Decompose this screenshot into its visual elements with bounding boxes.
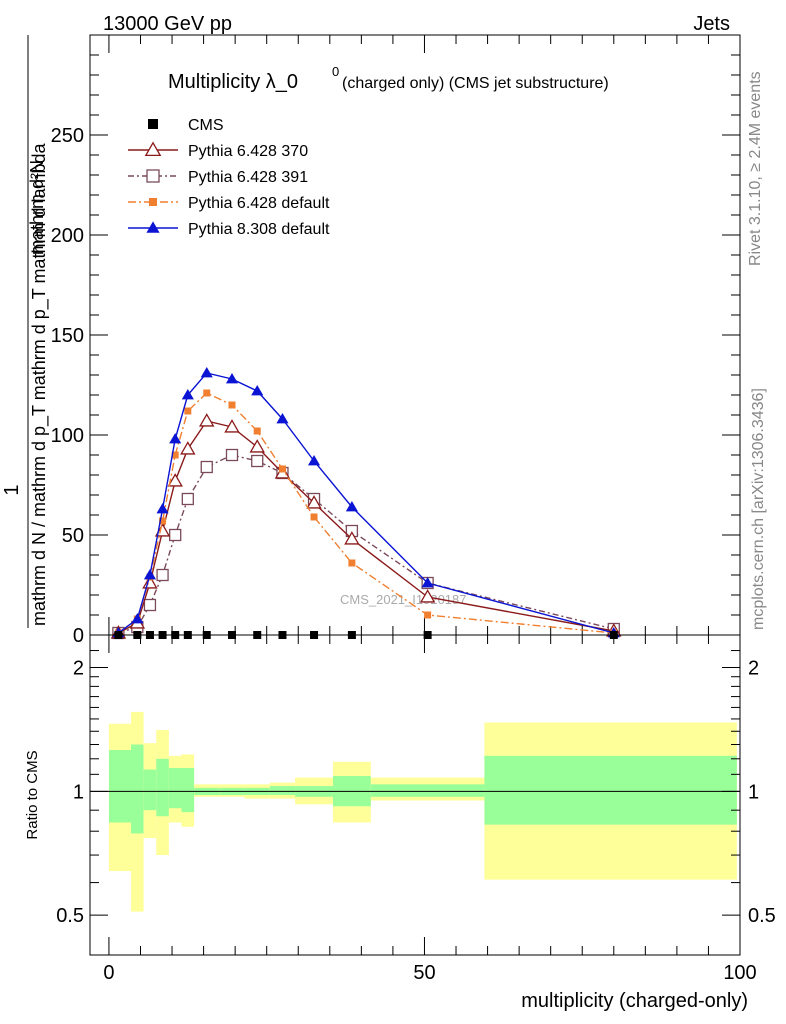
data-point-3	[171, 451, 179, 459]
header-left: 13000 GeV pp	[103, 13, 232, 35]
data-point-3	[278, 465, 286, 473]
data-point-1	[224, 419, 240, 433]
title-small: (charged only) (CMS jet substructure)	[342, 75, 609, 92]
watermark: CMS_2021_I1920187	[340, 592, 467, 607]
data-point-4	[143, 568, 157, 580]
data-point-1	[249, 439, 265, 453]
ratio-stat-band-9	[269, 786, 296, 795]
ratio-ylabel: Ratio to CMS	[24, 750, 41, 839]
ratio-stat-band-12	[370, 784, 485, 797]
ratio-ytick-label-right: 0.5	[748, 905, 776, 927]
data-point-3	[253, 427, 261, 435]
mcplots-label: mcplots.cern.ch [arXiv:1306.3436]	[750, 388, 767, 630]
title-main: Multiplicity λ_0	[168, 71, 298, 93]
data-point-3	[424, 611, 432, 619]
data-point-4	[276, 412, 289, 424]
ratio-bands	[90, 711, 740, 912]
legend-marker-0	[148, 119, 158, 129]
series-line-4	[117, 372, 614, 634]
ratio-xtick-label: 0	[103, 962, 114, 984]
legend-label-2: Pythia 6.428 391	[188, 169, 308, 186]
data-point-2	[143, 598, 157, 612]
data-point-3	[203, 389, 211, 397]
data-point-2	[200, 460, 213, 474]
ratio-stat-band-0	[108, 750, 132, 823]
legend-label-4: Pythia 8.308 default	[188, 221, 330, 238]
header-right: Jets	[693, 13, 730, 35]
ratio-stat-band-3	[156, 758, 169, 817]
data-point-1	[419, 589, 436, 603]
data-point-4	[345, 500, 358, 512]
legend-marker-1	[144, 141, 162, 157]
data-point-3	[228, 401, 236, 409]
series-2	[112, 448, 620, 640]
data-point-2	[156, 568, 169, 582]
data-point-4	[225, 372, 239, 384]
data-point-1	[180, 441, 196, 455]
data-point-2	[251, 454, 264, 468]
data-point-1	[167, 473, 183, 487]
main-ytick-label: 250	[51, 125, 84, 147]
ratio-ytick-label-right: 2	[748, 658, 759, 680]
data-point-3	[310, 513, 318, 521]
data-point-4	[131, 612, 144, 624]
data-point-4	[251, 384, 264, 396]
main-series	[110, 366, 622, 640]
chart-title: Multiplicity λ_0 0 (charged only) (CMS j…	[168, 64, 609, 93]
main-ytick-label: 0	[73, 625, 84, 647]
main-ytick-label: 100	[51, 425, 84, 447]
ratio-ytick-label-left: 0.5	[56, 905, 84, 927]
ylabel-den: mathrm d N / mathrm d p_T mathrm d p_T m…	[29, 143, 50, 626]
main-ytick-label: 150	[51, 325, 84, 347]
ratio-stat-band-1	[131, 744, 144, 834]
ratio-axes: 0.5 0.5 1 1 2 2 0 50 100	[56, 634, 776, 984]
data-point-1	[306, 495, 322, 509]
legend-marker-2	[146, 169, 160, 183]
xlabel: multiplicity (charged-only)	[521, 990, 748, 1012]
ratio-ytick-label-left: 2	[73, 658, 84, 680]
data-point-4	[421, 576, 434, 588]
data-point-4	[169, 432, 182, 444]
ratio-frame	[89, 634, 741, 956]
data-point-4	[307, 454, 321, 466]
ylabel-top: mathrm d²N	[27, 160, 47, 255]
legend-label-3: Pythia 6.428 default	[188, 195, 330, 212]
data-point-2	[225, 448, 239, 462]
legend: CMS Pythia 6.428 370 Pythia 6.428 391 Pythi…	[128, 117, 330, 238]
ratio-xtick-label: 100	[723, 962, 756, 984]
legend-label-0: CMS	[188, 117, 224, 134]
data-point-4	[181, 388, 194, 400]
ratio-xtick-label: 50	[413, 962, 435, 984]
legend-label-1: Pythia 6.428 370	[188, 143, 308, 160]
ratio-stat-band-4	[168, 767, 182, 809]
ratio-ytick-label-right: 1	[748, 781, 759, 803]
main-ytick-label: 200	[51, 225, 84, 247]
ratio-stat-band-5	[181, 767, 195, 813]
ratio-stat-band-2	[143, 769, 157, 811]
data-point-4	[156, 502, 169, 514]
series-line-2	[118, 454, 614, 634]
ratio-ytick-label-left: 1	[73, 781, 84, 803]
data-point-3	[184, 407, 192, 415]
legend-marker-4	[146, 221, 160, 233]
legend-marker-3	[149, 198, 157, 206]
data-point-1	[199, 413, 215, 427]
rivet-label: Rivet 3.1.10, ≥ 2.4M events	[747, 71, 764, 266]
data-point-4	[200, 366, 213, 378]
main-ytick-label: 50	[62, 525, 84, 547]
title-sup: 0	[332, 64, 339, 79]
ratio-stat-band-13	[484, 755, 737, 825]
data-point-2	[181, 492, 194, 506]
data-point-1	[344, 531, 360, 545]
ylabel-num: 1	[1, 484, 23, 495]
data-point-3	[159, 517, 167, 525]
data-point-2	[169, 528, 182, 542]
data-point-3	[348, 559, 356, 567]
main-axes: 0 50 100 150 200 250	[51, 34, 741, 647]
